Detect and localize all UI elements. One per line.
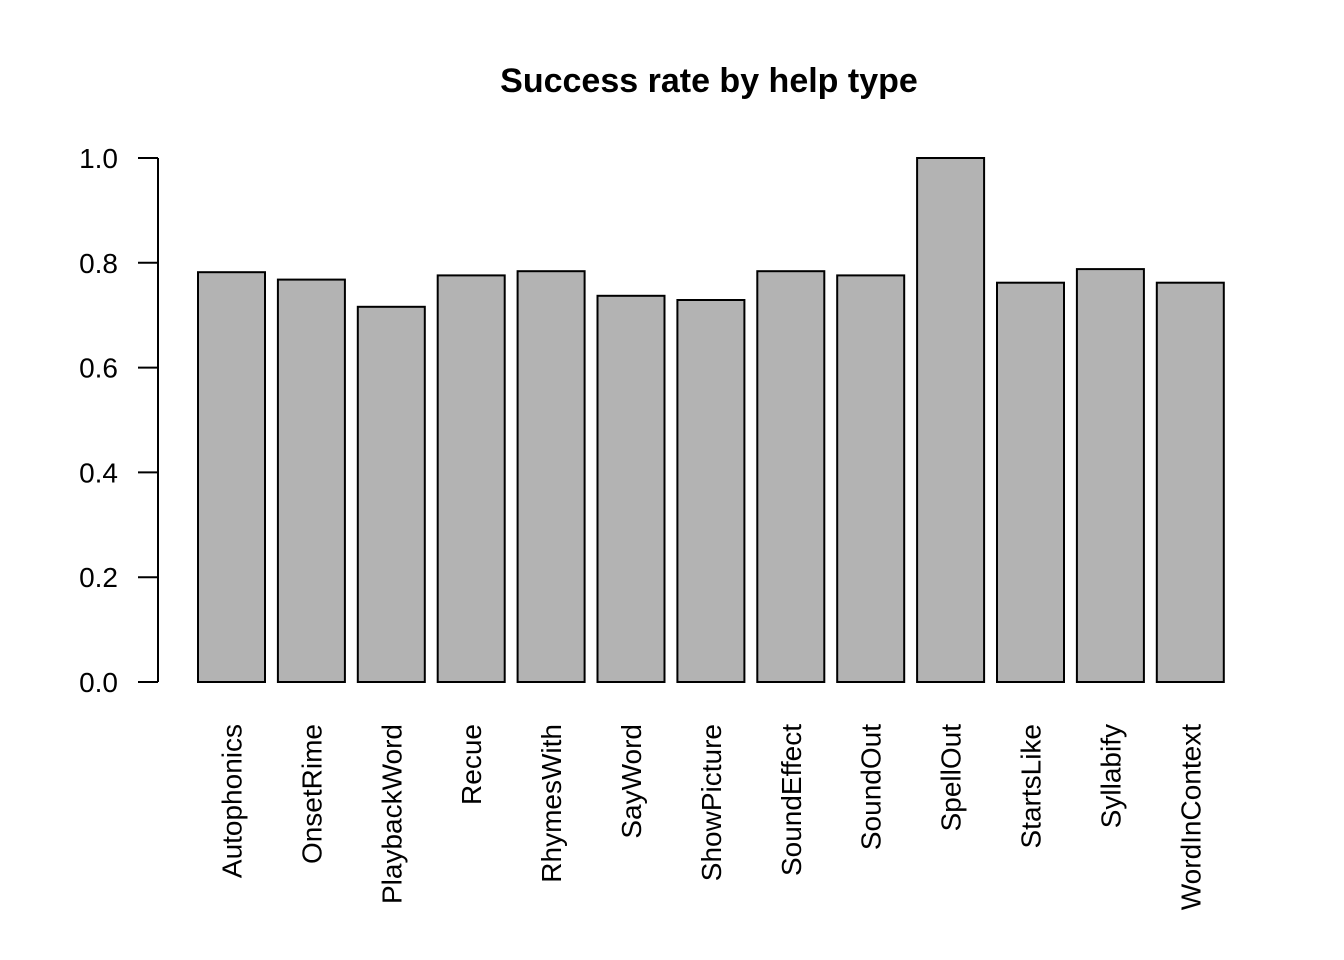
y-tick-label: 0.4: [79, 457, 118, 488]
x-tick-label-wordincontext: WordInContext: [1175, 724, 1206, 910]
bar-soundout: [836, 274, 906, 683]
bar-playbackword: [356, 305, 426, 683]
y-tick-label: 0.2: [79, 562, 118, 593]
x-tick-label-soundout: SoundOut: [856, 724, 887, 850]
x-tick-label-playbackword: PlaybackWord: [376, 724, 407, 904]
bar-recue: [436, 274, 506, 683]
y-tick-label: 1.0: [79, 143, 118, 174]
x-tick-label-rhymeswith: RhymesWith: [536, 724, 567, 883]
y-axis: 0.0 0.2 0.4 0.6 0.8 1.0: [79, 143, 159, 698]
x-tick-label-startslike: StartsLike: [1016, 724, 1047, 849]
x-tick-label-onsetrime: OnsetRime: [296, 724, 327, 864]
x-tick-label-sayword: SayWord: [616, 724, 647, 839]
bar-syllabify: [1075, 268, 1145, 683]
bars-group: [197, 157, 1225, 683]
x-tick-label-autophonics: Autophonics: [217, 724, 248, 878]
bar-spellout: [916, 157, 986, 683]
x-tick-label-recue: Recue: [456, 724, 487, 805]
bar-rhymeswith: [516, 270, 586, 683]
bar-soundeffect: [756, 270, 826, 683]
y-tick-label: 0.0: [79, 667, 118, 698]
x-tick-labels: Autophonics OnsetRime PlaybackWord Recue Rhy…: [217, 724, 1207, 910]
bar-showpicture: [676, 299, 746, 683]
bar-startslike: [996, 281, 1065, 683]
x-tick-label-showpicture: ShowPicture: [696, 724, 727, 881]
bar-wordincontext: [1155, 281, 1225, 683]
chart-title: Success rate by help type: [500, 62, 918, 100]
bar-sayword: [596, 294, 666, 683]
bar-autophonics: [197, 271, 266, 683]
y-tick-label: 0.8: [79, 248, 118, 279]
x-tick-label-syllabify: Syllabify: [1095, 724, 1126, 828]
x-tick-label-spellout: SpellOut: [936, 724, 967, 832]
bar-onsetrime: [276, 278, 346, 683]
y-tick-label: 0.6: [79, 353, 118, 384]
x-tick-label-soundeffect: SoundEffect: [776, 724, 807, 876]
